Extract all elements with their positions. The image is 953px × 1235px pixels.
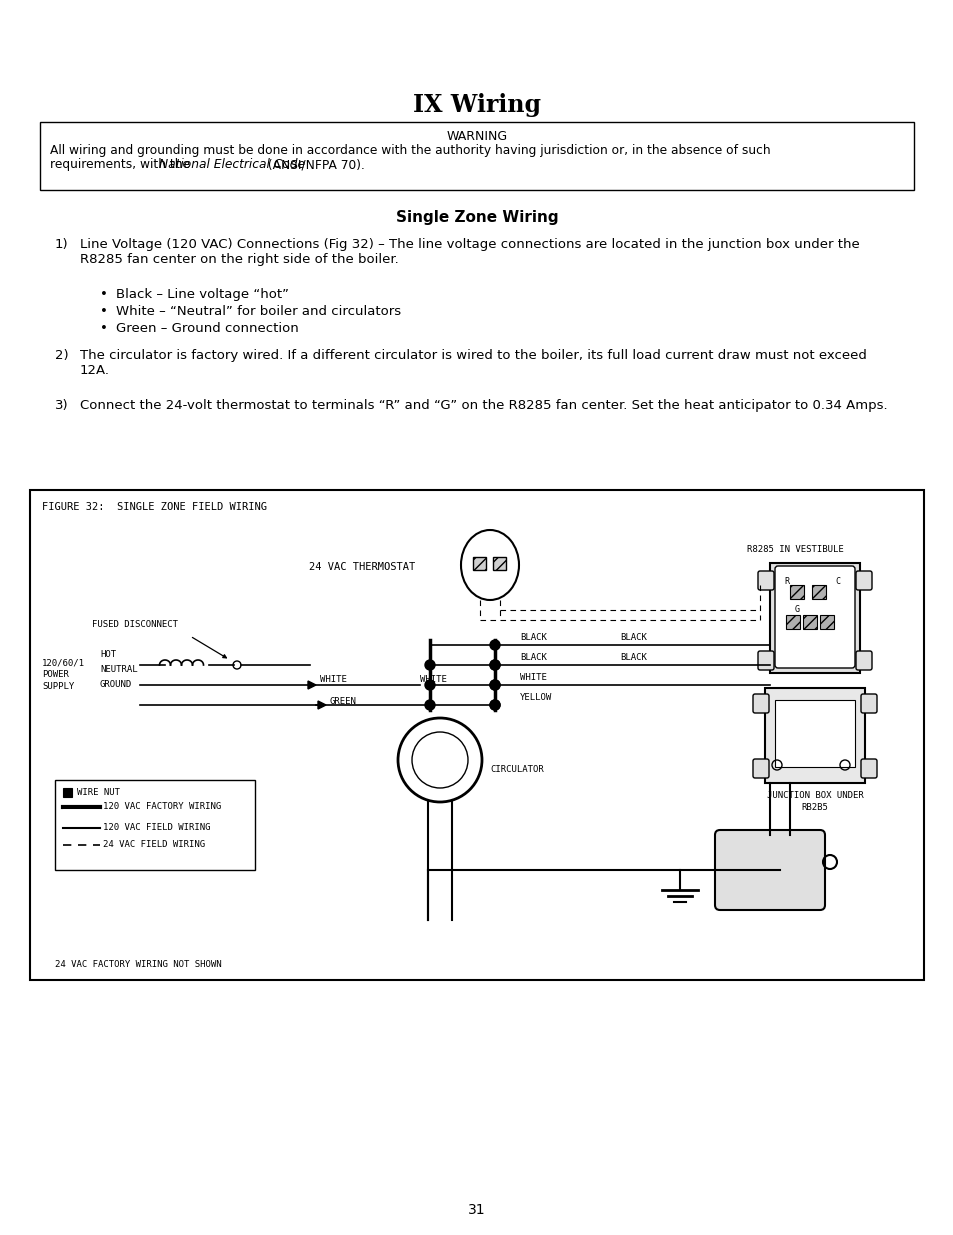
Text: BLACK: BLACK: [519, 653, 546, 662]
Bar: [30, 490, 923, 981]
Text: FIGURE 32:  SINGLE ZONE FIELD WIRING: FIGURE 32: SINGLE ZONE FIELD WIRING: [42, 501, 267, 513]
FancyBboxPatch shape: [758, 571, 773, 590]
Text: POWER: POWER: [42, 671, 69, 679]
FancyBboxPatch shape: [63, 788, 71, 797]
FancyBboxPatch shape: [752, 694, 768, 713]
FancyBboxPatch shape: [774, 700, 854, 767]
Text: The circulator is factory wired. If a different circulator is wired to the boile: The circulator is factory wired. If a di…: [80, 350, 866, 362]
Circle shape: [490, 680, 499, 690]
Text: R8285 fan center on the right side of the boiler.: R8285 fan center on the right side of th…: [80, 253, 398, 266]
Circle shape: [424, 680, 435, 690]
Circle shape: [424, 659, 435, 671]
FancyBboxPatch shape: [774, 566, 854, 668]
Circle shape: [490, 640, 499, 650]
Text: R: R: [783, 577, 788, 585]
FancyBboxPatch shape: [493, 557, 505, 571]
Text: •: •: [100, 288, 108, 301]
Text: BLACK: BLACK: [619, 634, 646, 642]
Text: (ANSI/NFPA 70).: (ANSI/NFPA 70).: [264, 158, 365, 170]
Text: WHITE: WHITE: [319, 676, 347, 684]
FancyBboxPatch shape: [758, 651, 773, 671]
Text: Connect the 24-volt thermostat to terminals “R” and “G” on the R8285 fan center.: Connect the 24-volt thermostat to termin…: [80, 399, 886, 412]
Text: 120/60/1: 120/60/1: [42, 658, 85, 667]
FancyBboxPatch shape: [855, 651, 871, 671]
Text: •: •: [100, 322, 108, 335]
Text: Line Voltage (120 VAC) Connections (Fig 32) – The line voltage connections are l: Line Voltage (120 VAC) Connections (Fig …: [80, 238, 859, 251]
Text: GROUND: GROUND: [100, 680, 132, 689]
Text: Black – Line voltage “hot”: Black – Line voltage “hot”: [116, 288, 289, 301]
FancyBboxPatch shape: [861, 694, 876, 713]
Polygon shape: [317, 701, 326, 709]
Text: YELLOW: YELLOW: [519, 693, 552, 701]
FancyBboxPatch shape: [40, 122, 913, 190]
Text: 24 VAC FACTORY WIRING NOT SHOWN: 24 VAC FACTORY WIRING NOT SHOWN: [55, 960, 221, 969]
Text: SUPPLY: SUPPLY: [42, 682, 74, 692]
Text: JUNCTION BOX UNDER: JUNCTION BOX UNDER: [766, 790, 862, 800]
Text: HOT: HOT: [100, 650, 116, 659]
Text: requirements, with the: requirements, with the: [50, 158, 193, 170]
FancyBboxPatch shape: [752, 760, 768, 778]
Text: 120 VAC FIELD WIRING: 120 VAC FIELD WIRING: [103, 823, 211, 832]
Text: WIRE NUT: WIRE NUT: [77, 788, 120, 797]
FancyBboxPatch shape: [802, 615, 816, 629]
Text: WHITE: WHITE: [419, 676, 446, 684]
Text: •: •: [100, 305, 108, 317]
Text: All wiring and grounding must be done in accordance with the authority having ju: All wiring and grounding must be done in…: [50, 144, 770, 157]
FancyBboxPatch shape: [769, 563, 859, 673]
Text: RB2B5: RB2B5: [801, 803, 827, 811]
Text: G: G: [794, 605, 800, 614]
FancyBboxPatch shape: [820, 615, 833, 629]
FancyBboxPatch shape: [789, 585, 803, 599]
Circle shape: [490, 659, 499, 671]
FancyBboxPatch shape: [861, 760, 876, 778]
Text: WHITE: WHITE: [519, 673, 546, 682]
Text: 12A.: 12A.: [80, 364, 110, 377]
Text: BLACK: BLACK: [519, 634, 546, 642]
Text: 24 VAC FIELD WIRING: 24 VAC FIELD WIRING: [103, 840, 205, 848]
Text: C: C: [834, 577, 840, 585]
Text: WARNING: WARNING: [446, 130, 507, 143]
Text: 1): 1): [55, 238, 69, 251]
Text: 2): 2): [55, 350, 69, 362]
FancyBboxPatch shape: [55, 781, 254, 869]
Text: R8285 IN VESTIBULE: R8285 IN VESTIBULE: [746, 545, 842, 555]
Text: Green – Ground connection: Green – Ground connection: [116, 322, 298, 335]
Polygon shape: [308, 680, 315, 689]
Text: 24 VAC THERMOSTAT: 24 VAC THERMOSTAT: [309, 562, 415, 572]
FancyBboxPatch shape: [714, 830, 824, 910]
Circle shape: [490, 700, 499, 710]
Text: White – “Neutral” for boiler and circulators: White – “Neutral” for boiler and circula…: [116, 305, 400, 317]
Circle shape: [490, 700, 499, 710]
Text: National Electrical Code: National Electrical Code: [159, 158, 305, 170]
FancyBboxPatch shape: [785, 615, 800, 629]
FancyBboxPatch shape: [764, 688, 864, 783]
Text: Single Zone Wiring: Single Zone Wiring: [395, 210, 558, 225]
Circle shape: [424, 700, 435, 710]
Text: CIRCULATOR: CIRCULATOR: [490, 766, 543, 774]
FancyBboxPatch shape: [473, 557, 485, 571]
Text: FUSED DISCONNECT: FUSED DISCONNECT: [91, 620, 178, 629]
Circle shape: [490, 659, 499, 671]
Text: 31: 31: [468, 1203, 485, 1216]
Text: NEUTRAL: NEUTRAL: [100, 664, 137, 674]
Text: BLACK: BLACK: [619, 653, 646, 662]
FancyBboxPatch shape: [811, 585, 825, 599]
Text: IX Wiring: IX Wiring: [413, 93, 540, 117]
Text: 3): 3): [55, 399, 69, 412]
Circle shape: [490, 680, 499, 690]
FancyBboxPatch shape: [855, 571, 871, 590]
Text: 120 VAC FACTORY WIRING: 120 VAC FACTORY WIRING: [103, 802, 221, 811]
Text: GREEN: GREEN: [330, 697, 356, 706]
